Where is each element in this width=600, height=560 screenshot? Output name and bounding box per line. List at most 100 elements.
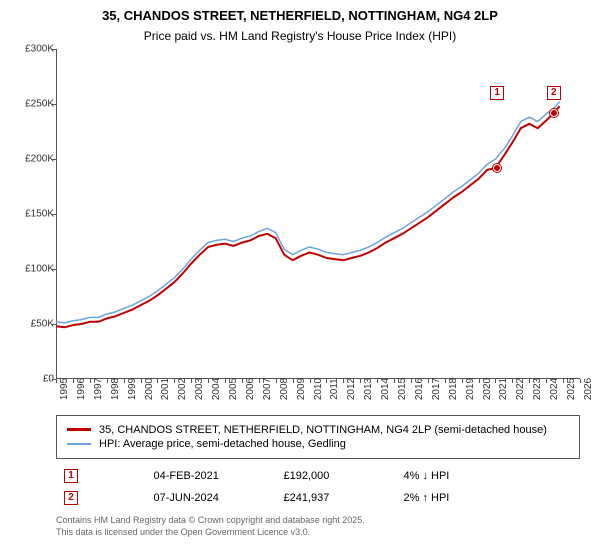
x-axis-label: 2005 xyxy=(228,378,239,400)
x-axis-label: 2021 xyxy=(498,378,509,400)
x-tick-mark xyxy=(293,379,294,383)
point-box: 1 xyxy=(64,469,78,483)
table-row: 207-JUN-2024£241,9372% ↑ HPI xyxy=(56,487,580,509)
y-axis-label: £50K xyxy=(14,318,54,329)
x-axis-label: 1996 xyxy=(76,378,87,400)
x-tick-mark xyxy=(73,379,74,383)
y-tick-mark xyxy=(52,324,56,325)
x-tick-mark xyxy=(394,379,395,383)
x-tick-mark xyxy=(428,379,429,383)
transaction-delta: 2% ↑ HPI xyxy=(395,487,580,509)
x-tick-mark xyxy=(529,379,530,383)
x-tick-mark xyxy=(495,379,496,383)
x-axis-label: 2017 xyxy=(431,378,442,400)
series-line-hpi xyxy=(56,102,560,323)
x-tick-mark xyxy=(360,379,361,383)
x-axis-label: 2024 xyxy=(549,378,560,400)
legend-row: 35, CHANDOS STREET, NETHERFIELD, NOTTING… xyxy=(67,424,569,436)
copyright-line1: Contains HM Land Registry data © Crown c… xyxy=(56,515,365,525)
x-tick-mark xyxy=(546,379,547,383)
x-axis-label: 2007 xyxy=(262,378,273,400)
x-axis-label: 2006 xyxy=(245,378,256,400)
x-axis-label: 1998 xyxy=(110,378,121,400)
y-axis-label: £0 xyxy=(14,373,54,384)
y-axis-label: £300K xyxy=(14,43,54,54)
x-axis-label: 2019 xyxy=(465,378,476,400)
chart-title-line2: Price paid vs. HM Land Registry's House … xyxy=(14,29,586,43)
x-tick-mark xyxy=(445,379,446,383)
x-tick-mark xyxy=(479,379,480,383)
x-axis-label: 2001 xyxy=(160,378,171,400)
x-axis-label: 1997 xyxy=(93,378,104,400)
x-tick-mark xyxy=(225,379,226,383)
y-tick-mark xyxy=(52,49,56,50)
x-tick-mark xyxy=(276,379,277,383)
x-tick-mark xyxy=(208,379,209,383)
y-tick-mark xyxy=(52,104,56,105)
x-axis-label: 2018 xyxy=(448,378,459,400)
x-tick-mark xyxy=(462,379,463,383)
legend-row: HPI: Average price, semi-detached house,… xyxy=(67,438,569,450)
y-tick-mark xyxy=(52,269,56,270)
legend-label: 35, CHANDOS STREET, NETHERFIELD, NOTTING… xyxy=(99,424,547,436)
x-axis-label: 2022 xyxy=(515,378,526,400)
legend-swatch xyxy=(67,443,91,445)
marker-box: 2 xyxy=(547,86,561,100)
x-tick-mark xyxy=(174,379,175,383)
legend-box: 35, CHANDOS STREET, NETHERFIELD, NOTTING… xyxy=(56,415,580,459)
x-axis-label: 2003 xyxy=(194,378,205,400)
x-axis-label: 2008 xyxy=(279,378,290,400)
table-row: 1 04-FEB-2021£192,0004% ↓ HPI xyxy=(56,465,580,487)
x-tick-mark xyxy=(326,379,327,383)
copyright-text: Contains HM Land Registry data © Crown c… xyxy=(56,515,580,538)
transaction-price: £192,000 xyxy=(275,465,395,487)
x-tick-mark xyxy=(107,379,108,383)
x-tick-mark xyxy=(141,379,142,383)
x-tick-mark xyxy=(90,379,91,383)
x-axis-label: 2013 xyxy=(363,378,374,400)
x-axis-label: 2010 xyxy=(313,378,324,400)
transaction-price: £241,937 xyxy=(275,487,395,509)
transaction-date: 04-FEB-2021 xyxy=(145,465,275,487)
series-line-price_paid xyxy=(56,106,560,327)
x-axis-label: 1995 xyxy=(59,378,70,400)
y-tick-mark xyxy=(52,214,56,215)
x-tick-mark xyxy=(411,379,412,383)
x-tick-mark xyxy=(512,379,513,383)
y-axis-label: £250K xyxy=(14,98,54,109)
transaction-date: 07-JUN-2024 xyxy=(145,487,275,509)
x-axis-label: 2016 xyxy=(414,378,425,400)
x-axis-label: 2004 xyxy=(211,378,222,400)
x-axis-label: 2023 xyxy=(532,378,543,400)
x-tick-mark xyxy=(259,379,260,383)
x-tick-mark xyxy=(580,379,581,383)
x-tick-mark xyxy=(56,379,57,383)
copyright-line2: This data is licensed under the Open Gov… xyxy=(56,527,310,537)
y-axis-label: £150K xyxy=(14,208,54,219)
x-tick-mark xyxy=(157,379,158,383)
marker-dot xyxy=(550,109,558,117)
y-axis-label: £100K xyxy=(14,263,54,274)
x-axis-label: 2009 xyxy=(296,378,307,400)
transaction-table: 1 04-FEB-2021£192,0004% ↓ HPI207-JUN-2024… xyxy=(56,465,580,509)
x-axis-label: 2002 xyxy=(177,378,188,400)
marker-box: 1 xyxy=(490,86,504,100)
x-axis-label: 2014 xyxy=(380,378,391,400)
chart-title-line1: 35, CHANDOS STREET, NETHERFIELD, NOTTING… xyxy=(14,8,586,25)
chart-plot-wrap: £0£50K£100K£150K£200K£250K£300K199519961… xyxy=(14,49,584,409)
x-tick-mark xyxy=(242,379,243,383)
chart-container: 35, CHANDOS STREET, NETHERFIELD, NOTTING… xyxy=(0,0,600,560)
y-axis-label: £200K xyxy=(14,153,54,164)
x-axis-label: 2000 xyxy=(144,378,155,400)
x-tick-mark xyxy=(377,379,378,383)
x-tick-mark xyxy=(563,379,564,383)
x-axis-label: 1999 xyxy=(127,378,138,400)
transaction-delta: 4% ↓ HPI xyxy=(395,465,580,487)
x-tick-mark xyxy=(310,379,311,383)
legend-label: HPI: Average price, semi-detached house,… xyxy=(99,438,346,450)
x-axis-label: 2026 xyxy=(583,378,594,400)
x-tick-mark xyxy=(124,379,125,383)
x-axis-label: 2012 xyxy=(346,378,357,400)
y-tick-mark xyxy=(52,159,56,160)
x-tick-mark xyxy=(343,379,344,383)
